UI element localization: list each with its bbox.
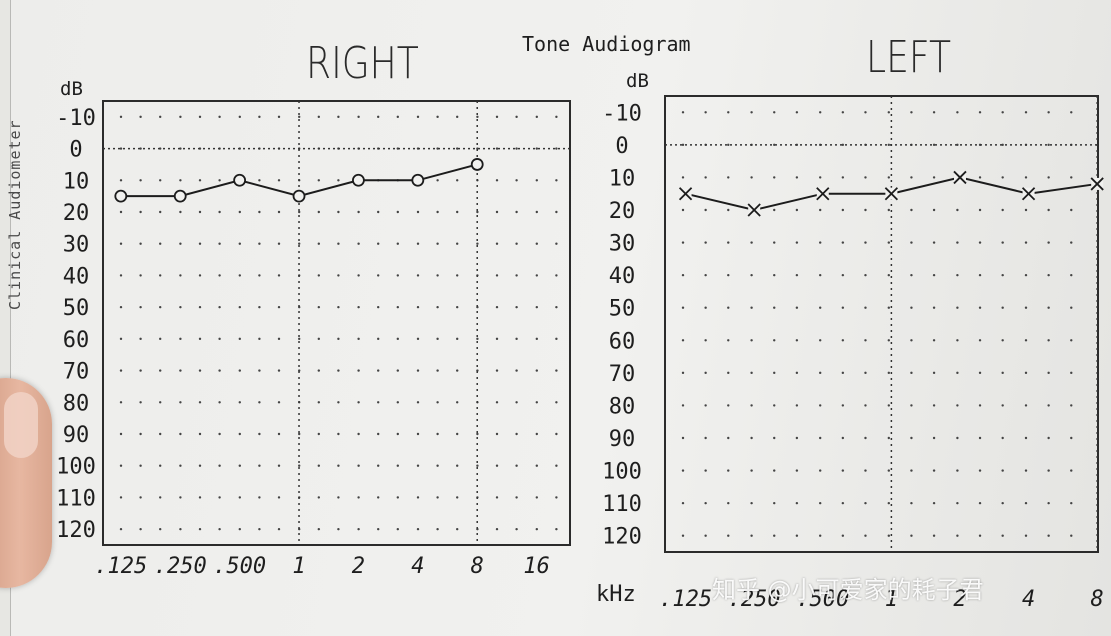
right-audiogram: -10 0 10 20 30 40 50 60 70 80 90 100 110 120 .125 .250.… (56, 100, 571, 579)
x-tick-label: .250 (154, 554, 207, 579)
plot-frame (102, 100, 571, 546)
x-tick-label: .125 (659, 587, 712, 612)
right-ear-marker (173, 189, 187, 203)
x-tick-label: .500 (796, 587, 849, 612)
left-ear-marker (1090, 177, 1104, 191)
y-tick-label: 70 (609, 362, 636, 387)
y-tick-label: 50 (63, 296, 90, 321)
y-tick-label: 120 (56, 518, 96, 543)
x-tick-label: 2 (352, 554, 365, 579)
y-tick-label: -10 (602, 101, 642, 126)
watermark: 知乎 @小可爱家的耗子君 (712, 576, 984, 604)
y-tick-label: 10 (609, 166, 636, 191)
grid-dots (681, 111, 1073, 537)
right-ear-title: RIGHT (306, 38, 419, 89)
y-tick-label: 110 (602, 492, 642, 517)
y-tick-label: 40 (63, 264, 90, 289)
left-ear-title: LEFT (866, 32, 952, 83)
right-ear-marker (470, 158, 484, 171)
left-ear-marker (953, 170, 967, 185)
audiogram-sheet (10, 0, 1111, 636)
y-tick-label: 70 (63, 360, 90, 385)
left-db-label: dB (626, 70, 649, 92)
right-ear-marker (292, 189, 306, 203)
right-ear-marker (233, 173, 247, 187)
left-ear-marker (1021, 187, 1036, 201)
y-tick-label: 20 (63, 201, 90, 226)
left-ear-marker (747, 203, 761, 217)
khz-label: kHz (596, 582, 636, 607)
left-audiogram: -10 0 10 20 30 40 50 60 70 80 90 100 110 120 .125 .250.… (602, 95, 1104, 612)
y-tick-label: 120 (602, 525, 642, 550)
left-ear-marker (678, 187, 693, 201)
right-ear-marker (114, 189, 128, 203)
x-tick-label: 4 (411, 554, 424, 579)
x-tick-label: 2 (953, 587, 966, 612)
y-tick-label: 20 (609, 199, 636, 224)
y-tick-label: 30 (63, 233, 90, 258)
thumbnail-highlight (4, 392, 38, 458)
grid-dots (119, 115, 558, 531)
x-tick-label: 8 (471, 554, 484, 579)
x-tick-label: .125 (94, 554, 147, 579)
x-tick-label: 16 (523, 554, 550, 579)
y-tick-label: -10 (56, 106, 96, 131)
y-tick-label: 110 (56, 486, 96, 511)
x-tick-label: .250 (728, 587, 781, 612)
x-tick-label: 4 (1022, 587, 1035, 612)
y-tick-label: 60 (609, 329, 636, 354)
y-tick-label: 90 (63, 423, 90, 448)
y-tick-label: 50 (609, 297, 636, 322)
x-tick-label: .500 (213, 554, 266, 579)
y-tick-label: 0 (69, 138, 82, 163)
y-tick-label: 80 (63, 391, 90, 416)
y-tick-label: 10 (63, 169, 90, 194)
right-db-label: dB (60, 78, 83, 100)
y-tick-label: 80 (609, 394, 636, 419)
right-ear-marker (411, 173, 425, 187)
left-ear-marker (884, 187, 899, 201)
right-ear-marker (352, 173, 365, 187)
y-tick-label: 90 (609, 427, 636, 452)
left-ear-marker (816, 187, 830, 201)
y-tick-label: 30 (609, 232, 636, 257)
y-tick-label: 0 (615, 134, 628, 159)
plot-frame (664, 95, 1099, 553)
y-tick-label: 40 (609, 264, 636, 289)
y-tick-label: 100 (602, 460, 642, 485)
x-tick-label: 8 (1091, 587, 1104, 612)
y-tick-label: 100 (56, 455, 96, 480)
x-tick-label: 1 (885, 587, 898, 612)
y-tick-label: 60 (63, 328, 90, 353)
form-title: Tone Audiogram (522, 32, 691, 56)
x-tick-label: 1 (292, 554, 305, 579)
